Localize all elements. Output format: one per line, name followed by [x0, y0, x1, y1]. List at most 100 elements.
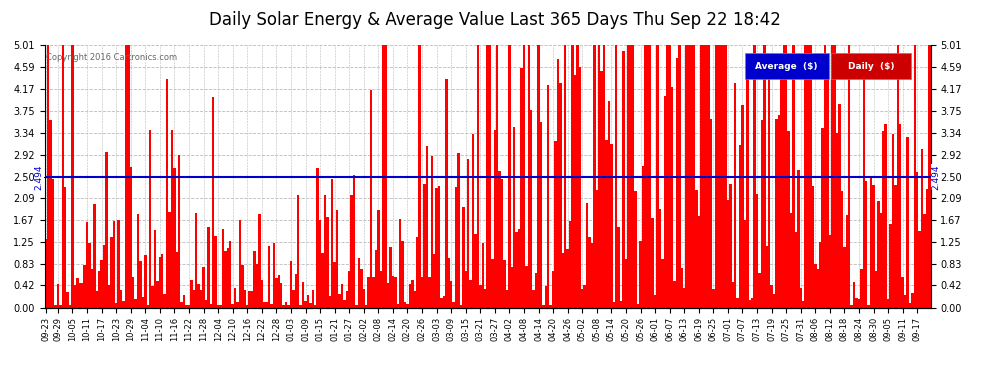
Bar — [173, 168, 175, 308]
Bar — [260, 280, 263, 308]
Bar — [282, 306, 285, 308]
Bar — [130, 166, 132, 308]
Bar — [642, 165, 644, 308]
Bar — [591, 243, 593, 308]
Bar — [755, 194, 758, 308]
Bar — [499, 171, 501, 308]
Bar — [528, 38, 530, 308]
Bar — [69, 305, 71, 308]
Bar — [120, 290, 122, 308]
Bar — [95, 291, 98, 308]
Bar — [717, 38, 720, 308]
Bar — [906, 137, 909, 308]
Bar — [476, 38, 479, 308]
Bar — [290, 261, 292, 308]
Bar — [151, 286, 153, 308]
Bar — [207, 227, 210, 308]
Bar — [770, 285, 773, 308]
Bar — [916, 172, 919, 308]
Bar — [700, 38, 703, 308]
Bar — [81, 284, 83, 308]
Bar — [924, 214, 926, 308]
Bar — [142, 297, 145, 307]
Bar — [98, 271, 100, 308]
Bar — [889, 224, 892, 308]
Bar — [834, 38, 836, 308]
Bar — [554, 141, 556, 308]
Bar — [115, 303, 118, 307]
Bar — [239, 220, 242, 308]
Text: Daily  ($): Daily ($) — [848, 62, 895, 70]
Bar — [452, 302, 454, 307]
Bar — [919, 231, 921, 308]
Bar — [804, 38, 807, 308]
Bar — [668, 38, 671, 308]
Bar — [780, 57, 782, 308]
Bar — [753, 38, 755, 308]
Bar — [237, 302, 239, 307]
Bar — [549, 306, 551, 308]
Bar — [275, 278, 277, 308]
Bar — [389, 247, 392, 308]
Bar — [312, 290, 314, 308]
Bar — [322, 254, 324, 308]
Bar — [61, 39, 64, 308]
Bar — [374, 250, 377, 308]
FancyBboxPatch shape — [832, 53, 911, 79]
Bar — [729, 184, 732, 308]
Bar — [379, 271, 382, 308]
Bar — [350, 195, 352, 308]
Bar — [467, 159, 469, 308]
Bar — [887, 299, 889, 307]
Bar — [503, 260, 506, 308]
Bar — [100, 260, 103, 308]
Bar — [469, 280, 472, 308]
Bar — [462, 207, 464, 308]
Bar — [583, 285, 586, 308]
Bar — [227, 248, 229, 308]
Bar — [399, 219, 401, 308]
Bar — [690, 38, 693, 308]
Bar — [457, 153, 459, 308]
Bar — [623, 51, 625, 308]
Bar — [360, 269, 362, 308]
Bar — [845, 215, 848, 308]
Bar — [397, 304, 399, 307]
Bar — [698, 216, 700, 308]
Bar — [516, 232, 518, 308]
Bar — [544, 286, 547, 308]
Bar — [586, 202, 588, 308]
Bar — [489, 38, 491, 308]
Bar — [795, 232, 797, 308]
Bar — [763, 38, 765, 308]
Bar — [601, 71, 603, 308]
Bar — [431, 156, 433, 308]
Bar — [158, 257, 161, 307]
Bar — [705, 38, 707, 308]
Bar — [603, 38, 605, 308]
Bar — [224, 251, 227, 308]
Bar — [732, 282, 734, 308]
Bar — [183, 295, 185, 307]
Bar — [113, 221, 115, 308]
Bar — [370, 90, 372, 308]
Bar — [596, 190, 598, 308]
Bar — [426, 146, 428, 308]
Bar — [108, 285, 110, 308]
Bar — [661, 260, 663, 308]
Bar — [649, 38, 651, 308]
Bar — [292, 290, 295, 308]
Bar — [688, 38, 690, 308]
Bar — [737, 298, 739, 307]
Bar — [229, 241, 232, 308]
Bar — [362, 290, 365, 308]
Bar — [287, 306, 290, 308]
Bar — [88, 243, 91, 308]
Bar — [841, 191, 843, 308]
Bar — [414, 291, 416, 308]
Bar — [265, 302, 268, 307]
Bar — [496, 38, 499, 308]
Bar — [47, 38, 50, 308]
Bar — [526, 266, 528, 308]
Bar — [277, 275, 280, 308]
